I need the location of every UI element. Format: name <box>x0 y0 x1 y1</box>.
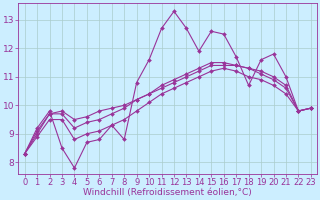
X-axis label: Windchill (Refroidissement éolien,°C): Windchill (Refroidissement éolien,°C) <box>84 188 252 197</box>
